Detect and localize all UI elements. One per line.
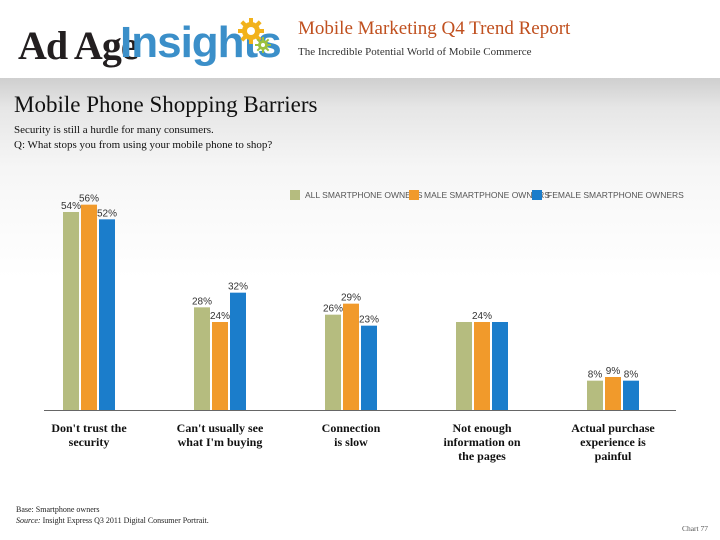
bar-male-can-t-usually-see-what-i-m-buying — [212, 322, 228, 410]
bar-male-connection-is-slow — [343, 303, 359, 410]
content-background — [0, 78, 720, 540]
category-label-not-enough-information-on-the-pages: Not enough information on the pages — [427, 421, 537, 463]
bar-female-can-t-usually-see-what-i-m-buying — [230, 292, 246, 410]
bar-female-actual-purchase-experience-is-painful — [623, 380, 639, 410]
logo-ad-age-text: Ad Age — [18, 23, 139, 68]
bar-all-actual-purchase-experience-is-painful — [587, 380, 603, 410]
category-label-line: is slow — [334, 435, 368, 449]
data-label-male-actual-purchase-experience-is-painful: 9% — [606, 366, 621, 377]
data-label-female-can-t-usually-see-what-i-m-buying: 32% — [228, 282, 248, 293]
small-gear-icon — [255, 37, 271, 53]
data-label-female-connection-is-slow: 23% — [359, 315, 379, 326]
data-label-all-can-t-usually-see-what-i-m-buying: 28% — [192, 296, 212, 307]
bar-female-don-t-trust-the-security — [99, 219, 115, 410]
bar-all-not-enough-information-on-the-pages — [456, 322, 472, 410]
category-label-actual-purchase-experience-is-painful: Actual purchase experience is painful — [558, 421, 668, 463]
data-label-male-not-enough-information-on-the-pages: 24% — [472, 311, 492, 322]
bar-female-not-enough-information-on-the-pages — [492, 322, 508, 410]
bar-male-not-enough-information-on-the-pages — [474, 322, 490, 410]
footer-source-label: Source: — [16, 516, 41, 525]
footer-source-text: Insight Express Q3 2011 Digital Consumer… — [42, 516, 209, 525]
category-label-line: painful — [594, 449, 632, 463]
slide-subtitle: Security is still a hurdle for many cons… — [14, 124, 214, 136]
data-label-female-don-t-trust-the-security: 52% — [97, 208, 117, 219]
report-subtitle: The Incredible Potential World of Mobile… — [298, 46, 532, 58]
category-label-line: information on — [443, 435, 521, 449]
category-label-line: the pages — [458, 449, 506, 463]
data-label-male-can-t-usually-see-what-i-m-buying: 24% — [210, 311, 230, 322]
bar-female-connection-is-slow — [361, 325, 377, 410]
legend-item-all: ALL SMARTPHONE OWNERS — [290, 189, 423, 201]
category-label-line: Don't trust the — [51, 421, 127, 435]
data-label-all-actual-purchase-experience-is-painful: 8% — [588, 370, 603, 381]
footer-source-note: Source: Insight Express Q3 2011 Digital … — [16, 516, 209, 525]
bar-all-can-t-usually-see-what-i-m-buying — [194, 307, 210, 410]
legend-item-male: MALE SMARTPHONE OWNERS — [409, 189, 550, 201]
data-label-male-connection-is-slow: 29% — [341, 293, 361, 304]
category-label-line: experience is — [580, 435, 646, 449]
gear-icon — [238, 18, 264, 44]
legend-swatch-male — [409, 189, 419, 200]
header-bar: Ad Age Insights — [0, 0, 720, 78]
legend-label-all: ALL SMARTPHONE OWNERS — [305, 189, 423, 200]
category-label-line: what I'm buying — [177, 435, 263, 449]
category-label-line: security — [68, 435, 110, 449]
bar-male-actual-purchase-experience-is-painful — [605, 377, 621, 410]
bar-all-don-t-trust-the-security — [63, 212, 79, 410]
category-label-don-t-trust-the-security: Don't trust the security — [34, 421, 144, 449]
legend-item-female: FEMALE SMARTPHONE OWNERS — [532, 189, 684, 201]
bar-male-don-t-trust-the-security — [81, 204, 97, 410]
data-label-male-don-t-trust-the-security: 56% — [79, 194, 99, 205]
category-label-line: Actual purchase — [571, 421, 655, 435]
data-label-all-don-t-trust-the-security: 54% — [61, 201, 81, 212]
bar-all-connection-is-slow — [325, 314, 341, 410]
category-label-line: Not enough — [452, 421, 512, 435]
footer-base-note: Base: Smartphone owners — [16, 505, 100, 514]
slide-title: Mobile Phone Shopping Barriers — [14, 92, 318, 117]
survey-question: Q: What stops you from using your mobile… — [14, 139, 273, 151]
legend-swatch-all — [290, 189, 300, 200]
data-label-all-connection-is-slow: 26% — [323, 304, 343, 315]
data-label-female-actual-purchase-experience-is-painful: 8% — [624, 370, 639, 381]
legend-swatch-female — [532, 189, 542, 200]
chart-number: Chart 77 — [681, 524, 708, 533]
category-label-line: Connection — [321, 421, 381, 435]
legend-label-male: MALE SMARTPHONE OWNERS — [424, 189, 550, 200]
category-label-can-t-usually-see-what-i-m-buying: Can't usually see what I'm buying — [165, 421, 275, 449]
report-title: Mobile Marketing Q4 Trend Report — [298, 18, 571, 39]
category-label-connection-is-slow: Connection is slow — [296, 421, 406, 449]
legend-label-female: FEMALE SMARTPHONE OWNERS — [547, 189, 684, 200]
category-label-line: Can't usually see — [176, 421, 264, 435]
